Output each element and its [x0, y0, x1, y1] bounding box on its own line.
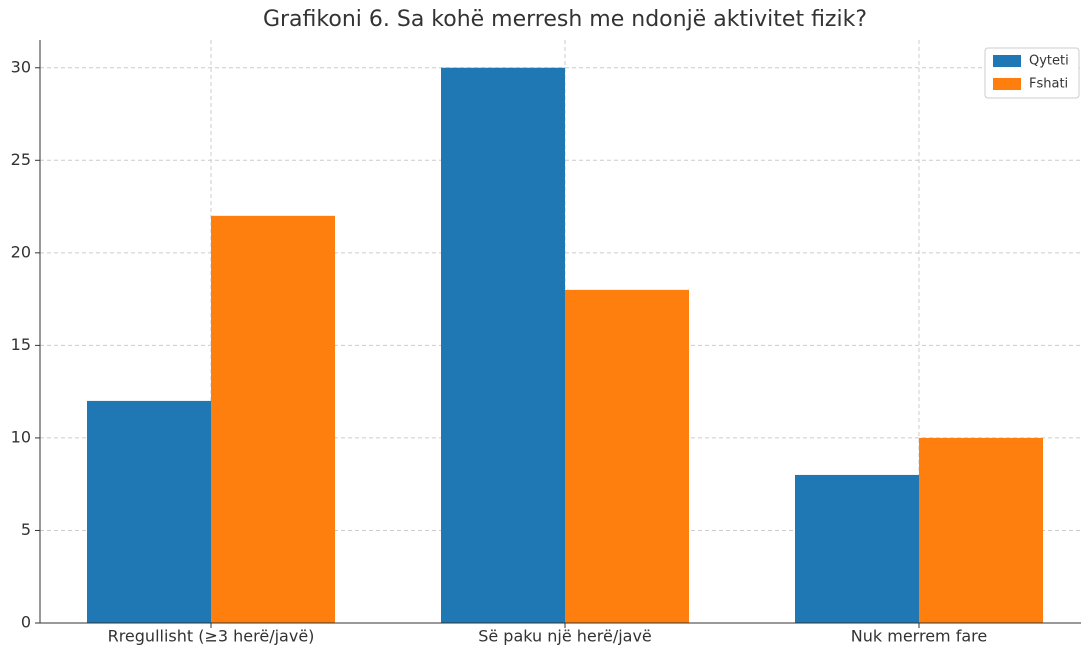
bar	[211, 215, 335, 624]
legend-swatch	[993, 55, 1021, 67]
bar	[565, 289, 689, 623]
x-tick-label: Së paku një herë/javë	[478, 627, 652, 646]
legend-swatch	[993, 78, 1021, 90]
y-tick-label: 10	[11, 427, 31, 446]
y-tick-label: 0	[21, 613, 31, 632]
legend-label: Fshati	[1029, 77, 1068, 92]
x-tick-label: Rregullisht (≥3 herë/javë)	[108, 627, 315, 646]
bar	[795, 474, 919, 623]
y-tick-label: 20	[11, 242, 31, 261]
y-tick-label: 30	[11, 57, 31, 76]
chart-title: Grafikoni 6. Sa kohë merresh me ndonjë a…	[263, 7, 867, 32]
y-tick-label: 25	[11, 150, 31, 169]
legend-label: Qyteti	[1029, 54, 1069, 69]
y-tick-label: 15	[11, 335, 31, 354]
bar	[87, 400, 211, 623]
bar	[919, 437, 1043, 623]
y-tick-label: 5	[21, 520, 31, 539]
bar	[441, 67, 565, 623]
x-tick-label: Nuk merrem fare	[851, 627, 987, 646]
